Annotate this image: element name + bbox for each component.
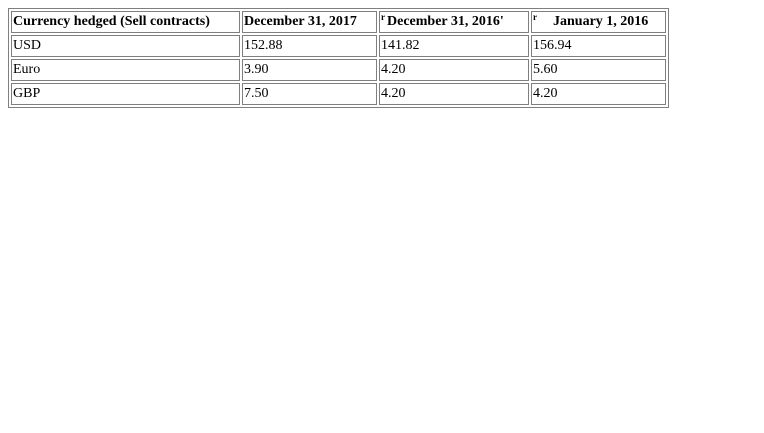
header-december-2017: December 31, 2017: [242, 11, 377, 33]
header-december-2016-label: December 31, 2016': [387, 14, 504, 29]
header-december-2017-label: December 31, 2017: [244, 14, 357, 29]
cell-december-2016: 141.82: [379, 35, 529, 57]
cell-january-2016: 5.60: [531, 59, 666, 81]
header-january-2016: r January 1, 2016: [531, 11, 666, 33]
table-row: USD 152.88 141.82 156.94: [11, 35, 666, 57]
cell-currency: USD: [11, 35, 240, 57]
cell-currency: GBP: [11, 83, 240, 105]
header-december-2016: r December 31, 2016': [379, 11, 529, 33]
cell-december-2017: 152.88: [242, 35, 377, 57]
header-currency-label: Currency hedged (Sell contracts): [13, 14, 210, 29]
header-january-2016-mark: r: [533, 12, 537, 22]
currency-hedge-table: Currency hedged (Sell contracts) Decembe…: [8, 8, 669, 108]
table-row: GBP 7.50 4.20 4.20: [11, 83, 666, 105]
header-january-2016-label: January 1, 2016: [553, 14, 649, 29]
cell-december-2016: 4.20: [379, 59, 529, 81]
cell-december-2017: 7.50: [242, 83, 377, 105]
header-december-2016-mark: r: [381, 12, 385, 22]
cell-december-2016: 4.20: [379, 83, 529, 105]
header-row: Currency hedged (Sell contracts) Decembe…: [11, 11, 666, 33]
header-currency-hedged: Currency hedged (Sell contracts): [11, 11, 240, 33]
cell-january-2016: 156.94: [531, 35, 666, 57]
cell-december-2017: 3.90: [242, 59, 377, 81]
cell-currency: Euro: [11, 59, 240, 81]
cell-january-2016: 4.20: [531, 83, 666, 105]
table-row: Euro 3.90 4.20 5.60: [11, 59, 666, 81]
